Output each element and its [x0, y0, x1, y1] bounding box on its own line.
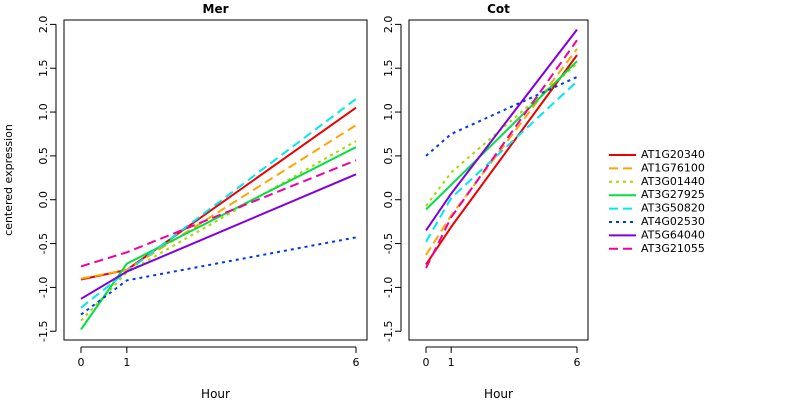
y-tick-label: 0.0	[37, 191, 50, 209]
plot-frame-mer	[63, 19, 368, 341]
series-line-at1g20340	[425, 54, 578, 266]
series-line-at5g64040	[80, 173, 357, 300]
series-line-at3g21055	[425, 39, 578, 269]
y-tick-label: 0.5	[382, 147, 395, 165]
y-tick-label: -1.5	[37, 320, 50, 341]
y-tick-label: -1.0	[382, 277, 395, 298]
series-line-at3g50820	[80, 98, 357, 309]
legend-label: AT1G20340	[641, 148, 705, 161]
x-tick-label: 1	[448, 356, 455, 369]
series-line-at4g02530	[425, 76, 578, 157]
y-tick-label: -1.5	[382, 320, 395, 341]
legend-label: AT3G50820	[641, 202, 705, 215]
y-tick-label: 2.0	[382, 16, 395, 33]
x-tick-label: 6	[574, 356, 581, 369]
y-tick-label: 1.5	[37, 59, 50, 77]
y-axis-title: centered expression	[2, 124, 15, 236]
series-line-at3g50820	[425, 80, 578, 243]
series-line-at5g64040	[425, 28, 578, 231]
panel-title: Cot	[487, 2, 510, 16]
series-line-at3g01440	[80, 140, 357, 322]
x-tick-label: 1	[123, 356, 130, 369]
legend-label: AT3G27925	[641, 188, 705, 201]
legend-label: AT3G21055	[641, 242, 705, 255]
series-line-at3g27925	[425, 60, 578, 211]
y-tick-label: 0.5	[37, 147, 50, 165]
legend-label: AT4G02530	[641, 215, 705, 228]
legend-label: AT3G01440	[641, 175, 705, 188]
series-line-at1g76100	[80, 124, 357, 280]
plot-frame-cot	[408, 19, 589, 341]
y-tick-label: 1.5	[382, 59, 395, 77]
y-tick-label: 0.0	[382, 191, 395, 209]
series-line-at3g27925	[80, 146, 357, 331]
x-tick-label: 0	[423, 356, 430, 369]
series-line-at1g76100	[425, 48, 578, 256]
y-tick-label: -0.5	[382, 233, 395, 254]
panel-title: Mer	[203, 2, 229, 16]
y-tick-label: 1.0	[37, 103, 50, 121]
x-axis-title: Hour	[484, 387, 513, 400]
y-tick-label: 1.0	[382, 103, 395, 121]
x-axis-title: Hour	[201, 387, 230, 400]
legend-label: AT1G76100	[641, 161, 705, 174]
series-line-at3g21055	[80, 159, 357, 268]
x-tick-label: 6	[353, 356, 360, 369]
y-tick-label: -1.0	[37, 277, 50, 298]
y-tick-label: 2.0	[37, 16, 50, 33]
x-tick-label: 0	[78, 356, 85, 369]
y-tick-label: -0.5	[37, 233, 50, 254]
legend-label: AT5G64040	[641, 228, 705, 241]
series-line-at4g02530	[80, 236, 357, 316]
